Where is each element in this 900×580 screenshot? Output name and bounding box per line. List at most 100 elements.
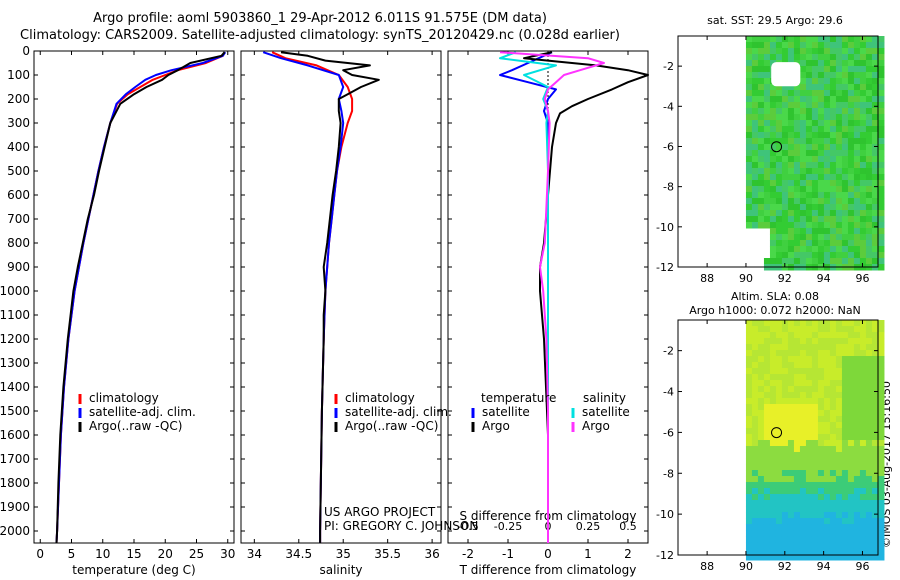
sst-raster-cell: [817, 72, 825, 79]
sst-raster-cell: [853, 114, 861, 121]
sla-raster-cell: [745, 368, 753, 375]
sst-raster-cell: [769, 216, 777, 223]
sst-raster-cell: [787, 174, 795, 181]
sst-raster-cell: [853, 54, 861, 61]
sla-raster-cell: [817, 554, 825, 561]
sst-raster-cell: [811, 192, 819, 199]
sla-raster-cell: [757, 428, 765, 435]
sla-raster-cell: [811, 356, 819, 363]
sst-raster-cell: [793, 228, 801, 235]
sla-raster-cell: [769, 440, 777, 447]
sst-raster-cell: [745, 120, 753, 127]
sla-raster-cell: [841, 374, 849, 381]
sla-raster-cell: [853, 422, 861, 429]
sla-raster-cell: [871, 338, 879, 345]
sla-raster-cell: [745, 350, 753, 357]
sst-raster-cell: [865, 228, 873, 235]
sla-raster-cell: [781, 380, 789, 387]
sla-raster-cell: [841, 410, 849, 417]
sst-raster-cell: [859, 60, 867, 67]
sla-raster-cell: [787, 344, 795, 351]
argo-float-marker: [771, 141, 783, 153]
sst-raster-cell: [853, 132, 861, 139]
sst-raster-cell: [745, 144, 753, 151]
sst-raster-cell: [745, 42, 753, 49]
sla-raster-cell: [859, 332, 867, 339]
sst-raster-cell: [751, 126, 759, 133]
sla-raster-cell: [811, 404, 819, 411]
sst-raster-cell: [763, 114, 771, 121]
sst-raster-cell: [751, 42, 759, 49]
depth-tick-label: 200: [7, 92, 30, 106]
sla-raster-cell: [829, 542, 837, 549]
sla-raster-cell: [769, 350, 777, 357]
sla-raster-cell: [775, 524, 783, 531]
sla-raster-cell: [823, 518, 831, 525]
sla-raster-cell: [835, 332, 843, 339]
x-tick-label: 35: [336, 547, 351, 561]
sla-raster-cell: [787, 542, 795, 549]
sst-raster-cell: [751, 210, 759, 217]
sst-raster-cell: [775, 150, 783, 157]
sla-raster-cell: [793, 518, 801, 525]
sst-raster-cell: [799, 36, 807, 43]
sla-raster-cell: [745, 428, 753, 435]
lon-tick-label: 94: [817, 272, 831, 285]
sst-raster-cell: [859, 216, 867, 223]
lat-tick-label: -4: [663, 386, 674, 399]
sst-raster-cell: [865, 216, 873, 223]
sst-raster-cell: [871, 180, 879, 187]
sla-raster-cell: [871, 368, 879, 375]
sla-raster-cell: [823, 530, 831, 537]
sst-raster-cell: [751, 108, 759, 115]
sst-raster-cell: [793, 96, 801, 103]
sla-raster-cell: [865, 392, 873, 399]
sla-raster-cell: [877, 422, 885, 429]
sst-raster-cell: [829, 222, 837, 229]
sla-raster-cell: [757, 320, 765, 327]
sst-raster-cell: [799, 222, 807, 229]
sla-raster-cell: [811, 374, 819, 381]
sst-raster-cell: [817, 228, 825, 235]
sst-raster-cell: [745, 204, 753, 211]
sla-raster-cell: [775, 362, 783, 369]
sla-raster-cell: [793, 380, 801, 387]
sst-raster-cell: [841, 156, 849, 163]
sst-raster-cell: [823, 42, 831, 49]
sst-raster-cell: [805, 48, 813, 55]
sst-raster-cell: [811, 126, 819, 133]
sla-raster-cell: [871, 422, 879, 429]
sst-raster-cell: [775, 96, 783, 103]
sst-raster-cell: [817, 258, 825, 265]
sst-raster-cell: [811, 204, 819, 211]
sst-raster-cell: [787, 180, 795, 187]
sla-raster-cell: [817, 416, 825, 423]
sla-raster-cell: [817, 476, 825, 483]
sla-raster-cell: [781, 338, 789, 345]
sla-raster-cell: [787, 464, 795, 471]
sst-raster-cell: [841, 174, 849, 181]
sst-raster-cell: [817, 186, 825, 193]
sla-raster-cell: [805, 524, 813, 531]
sla-raster-cell: [763, 512, 771, 519]
sla-raster-cell: [787, 326, 795, 333]
sla-raster-cell: [871, 482, 879, 489]
sla-raster-cell: [823, 422, 831, 429]
sst-raster-cell: [805, 156, 813, 163]
sla-raster-cell: [805, 326, 813, 333]
sla-map-title-line-1: Altim. SLA: 0.08: [730, 290, 820, 303]
sst-raster-cell: [835, 126, 843, 133]
sst-raster-cell: [799, 168, 807, 175]
sst-raster-cell: [841, 132, 849, 139]
sst-raster-cell: [865, 246, 873, 253]
sla-raster-cell: [823, 410, 831, 417]
sst-raster-cell: [847, 198, 855, 205]
sst-raster-cell: [793, 180, 801, 187]
salinity-panel: 34 34.5 35 35.5 36salinityclimatologysatelli…: [240, 50, 478, 577]
sst-raster-cell: [877, 186, 885, 193]
sst-raster-cell: [835, 204, 843, 211]
sst-raster-cell: [877, 42, 885, 49]
sst-raster-cell: [787, 228, 795, 235]
sst-raster-cell: [811, 132, 819, 139]
sst-raster-cell: [751, 144, 759, 151]
